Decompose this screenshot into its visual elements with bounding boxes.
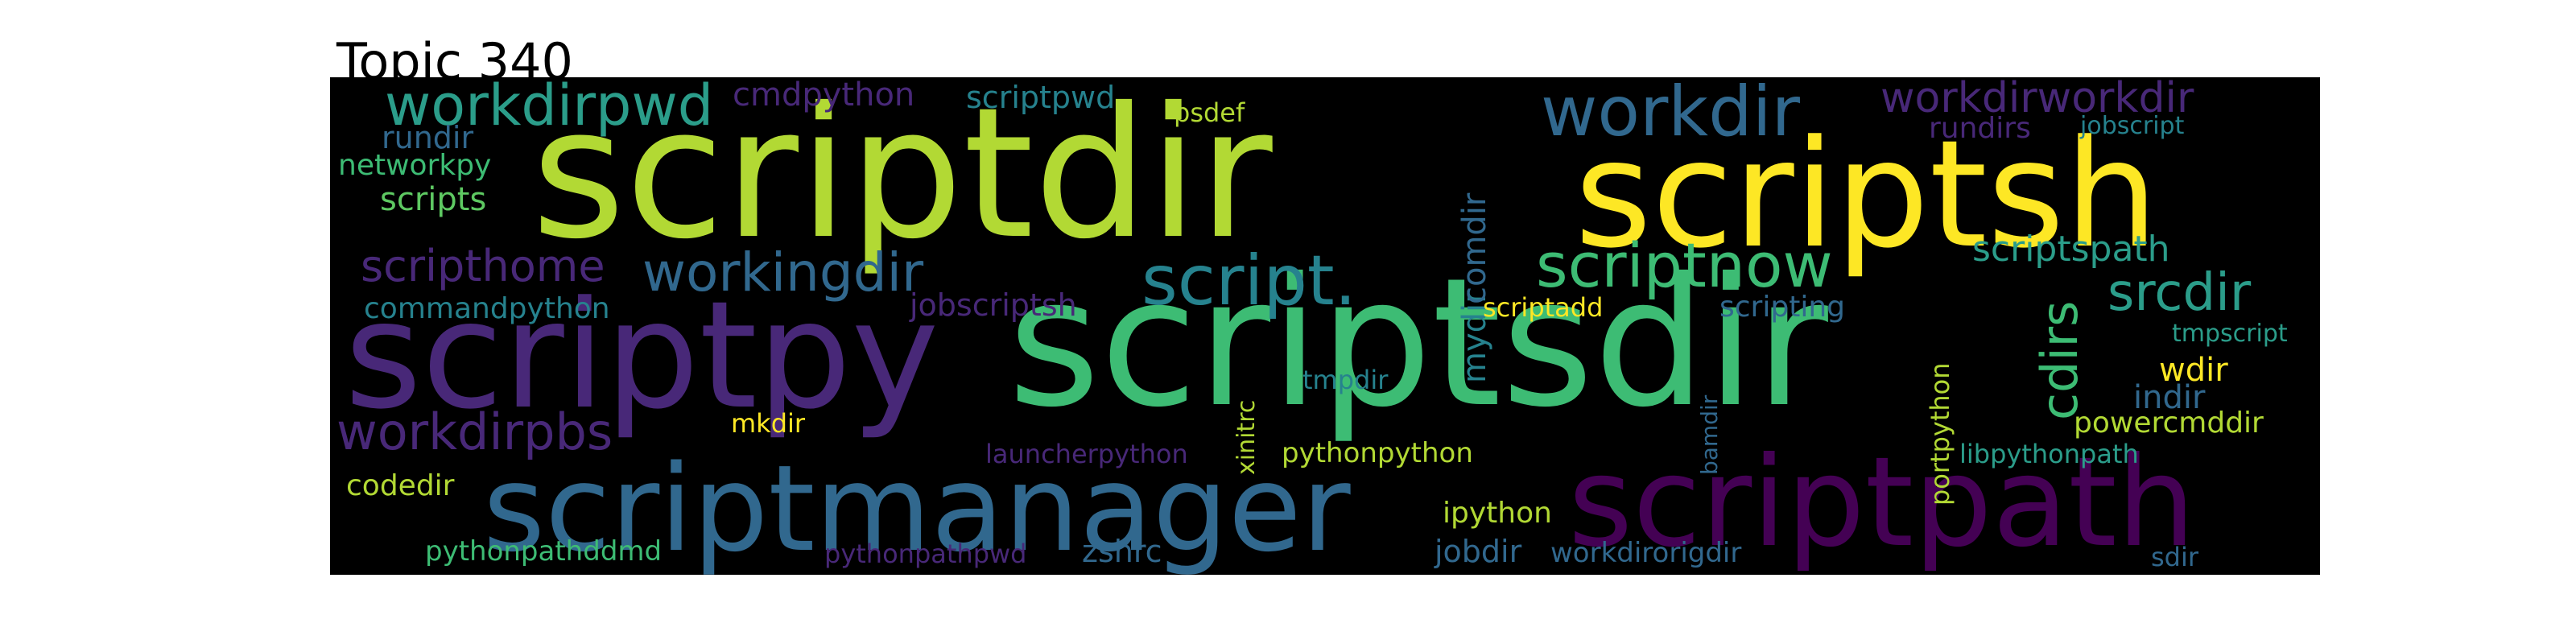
word-libpythonpath: libpythonpath — [1959, 439, 2139, 469]
word-pythonpython: pythonpython — [1282, 437, 1473, 469]
word-workdirpwd: workdirpwd — [385, 77, 714, 138]
word-rundirs: rundirs — [1929, 112, 2031, 145]
word-script.: script. — [1141, 241, 1356, 321]
word-scriptpwd: scriptpwd — [966, 80, 1116, 115]
word-comdir: comdir — [1456, 192, 1493, 304]
word-srcdir: srcdir — [2107, 263, 2252, 323]
word-workdirpbs: workdirpbs — [336, 402, 613, 461]
word-workingdir: workingdir — [642, 242, 924, 303]
word-ipython: ipython — [1443, 497, 1552, 530]
word-jobscriptsh: jobscriptsh — [910, 287, 1077, 323]
word-pythonpathddmd: pythonpathddmd — [425, 535, 663, 568]
word-cloud: scriptdir scriptsh scriptpy scriptsdir s… — [330, 77, 2320, 575]
word-codedir: codedir — [346, 469, 455, 502]
word-portpython: portpython — [1925, 362, 1955, 506]
word-cdirs: cdirs — [2030, 300, 2089, 420]
word-workdirworkdir: workdirworkdir — [1880, 77, 2194, 122]
word-launcherpython: launcherpython — [985, 439, 1188, 469]
word-scripting: scripting — [1719, 291, 1845, 324]
word-sdir: sdir — [2151, 542, 2199, 572]
word-scriptsdir: scriptsdir — [1008, 240, 1828, 446]
word-wdir: wdir — [2159, 352, 2228, 389]
word-psdef: psdef — [1174, 97, 1245, 128]
word-scriptnow: scriptnow — [1536, 229, 1833, 301]
word-networkpy: networkpy — [338, 149, 492, 182]
word-zshrc: zshrc — [1082, 534, 1162, 569]
word-scriptsh: scriptsh — [1575, 109, 2159, 281]
word-pythonpathpwd: pythonpathpwd — [824, 539, 1027, 569]
word-scriptmanager: scriptmanager — [483, 440, 1351, 575]
word-workdir: workdir — [1541, 77, 1800, 152]
word-powercmddir: powercmddir — [2074, 407, 2264, 440]
word-rundir: rundir — [382, 120, 474, 155]
word-scriptadd: scriptadd — [1483, 292, 1604, 323]
word-scriptpath: scriptpath — [1568, 431, 2196, 575]
word-jobscript: jobscript — [2080, 112, 2185, 140]
word-bamdir: bamdir — [1696, 394, 1723, 475]
word-scriptpy: scriptpy — [345, 270, 939, 442]
word-scriptspath: scriptspath — [1972, 229, 2170, 270]
word-mkdir: mkdir — [731, 408, 806, 439]
word-scripts: scripts — [380, 181, 487, 218]
word-workdirorigdir: workdirorigdir — [1550, 537, 1742, 569]
word-indir: indir — [2133, 379, 2206, 416]
word-tmpscript: tmpscript — [2172, 320, 2288, 348]
word-jobdir: jobdir — [1435, 534, 1522, 569]
word-cmdpython: cmdpython — [733, 77, 915, 114]
word-scripthome: scripthome — [361, 241, 605, 291]
word-tmpdir: tmpdir — [1302, 365, 1389, 395]
word-xinitrc: xinitrc — [1232, 399, 1261, 475]
word-commandpython: commandpython — [364, 292, 610, 325]
word-scriptdir: scriptdir — [531, 77, 1273, 279]
